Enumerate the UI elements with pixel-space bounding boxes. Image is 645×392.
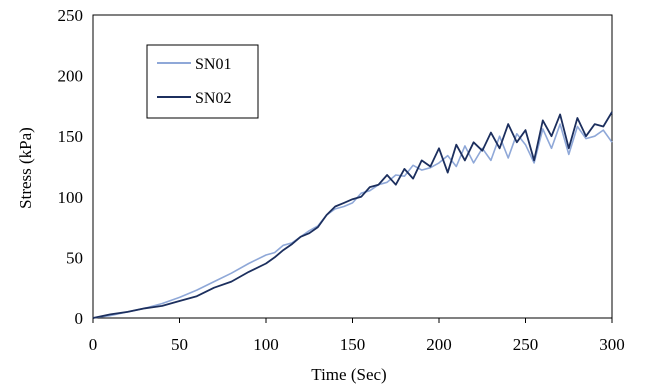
x-axis-title: Time (Sec)	[311, 365, 386, 384]
x-tick-label: 200	[426, 335, 452, 354]
x-tick-label: 50	[171, 335, 188, 354]
x-tick-label: 300	[599, 335, 625, 354]
y-tick-label: 0	[75, 309, 84, 328]
y-tick-label: 200	[58, 67, 84, 86]
y-tick-label: 100	[58, 188, 84, 207]
x-tick-label: 250	[513, 335, 539, 354]
y-axis-title: Stress (kPa)	[16, 127, 35, 209]
x-tick-label: 150	[340, 335, 366, 354]
series-lines	[92, 111, 613, 319]
legend: SN01 SN02	[146, 44, 259, 119]
tick-labels: 0 50 100 150 200 250 300 0 50 100 150 200 250	[58, 6, 625, 354]
y-tick-label: 50	[66, 248, 83, 267]
y-tick-label: 150	[58, 127, 84, 146]
legend-label-sn02: SN02	[195, 90, 231, 107]
legend-label-sn01: SN01	[195, 56, 231, 73]
x-tick-label: 0	[89, 335, 98, 354]
series-line-sn01	[92, 123, 613, 319]
legend-box	[146, 44, 259, 119]
x-tick-label: 100	[253, 335, 279, 354]
y-tick-label: 250	[58, 6, 84, 25]
series-line-sn02	[92, 111, 613, 319]
